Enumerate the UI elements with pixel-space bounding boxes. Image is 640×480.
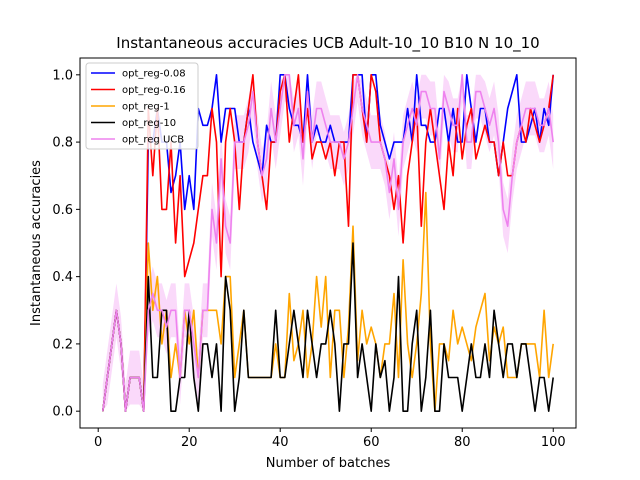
ucb-confidence-band: [102, 74, 554, 412]
x-axis-label: Number of batches: [266, 456, 391, 471]
legend-label: opt_reg UCB: [122, 135, 184, 146]
x-tick-label: 0: [94, 435, 102, 450]
y-axis-label: Instantaneous accuracies: [29, 160, 44, 326]
x-tick-label: 40: [272, 435, 289, 450]
chart-title: Instantaneous accuracies UCB Adult-10_10…: [116, 34, 539, 53]
x-tick-label: 100: [541, 435, 566, 450]
legend-label: opt_reg-0.16: [122, 85, 186, 96]
y-tick-label: 0.0: [52, 405, 73, 420]
legend-label: opt_reg-10: [122, 118, 176, 129]
y-tick-label: 0.4: [52, 270, 73, 285]
y-axis-ticks: 0.0 0.2 0.4 0.6 0.8 1.0: [52, 68, 80, 420]
series-line-3: [102, 242, 554, 413]
series-line-1: [102, 74, 554, 413]
y-tick-label: 0.8: [52, 136, 73, 151]
x-tick-label: 60: [363, 435, 380, 450]
legend-label: opt_reg-1: [122, 102, 170, 113]
confidence-band-layer: [102, 74, 554, 412]
x-tick-label: 20: [181, 435, 198, 450]
legend-box: [85, 62, 199, 150]
axes-frame: [79, 57, 577, 429]
series-line-4: [102, 74, 554, 413]
y-tick-label: 0.6: [52, 203, 73, 218]
series-layer: [102, 74, 554, 413]
plot-area: [102, 74, 554, 413]
x-axis-ticks: 0 20 40 60 80 100: [94, 428, 566, 450]
x-tick-label: 80: [454, 435, 471, 450]
y-tick-label: 1.0: [52, 68, 73, 83]
legend: opt_reg-0.08 opt_reg-0.16 opt_reg-1 opt_reg…: [85, 62, 199, 150]
legend-label: opt_reg-0.08: [122, 69, 186, 80]
y-tick-label: 0.2: [52, 337, 73, 352]
